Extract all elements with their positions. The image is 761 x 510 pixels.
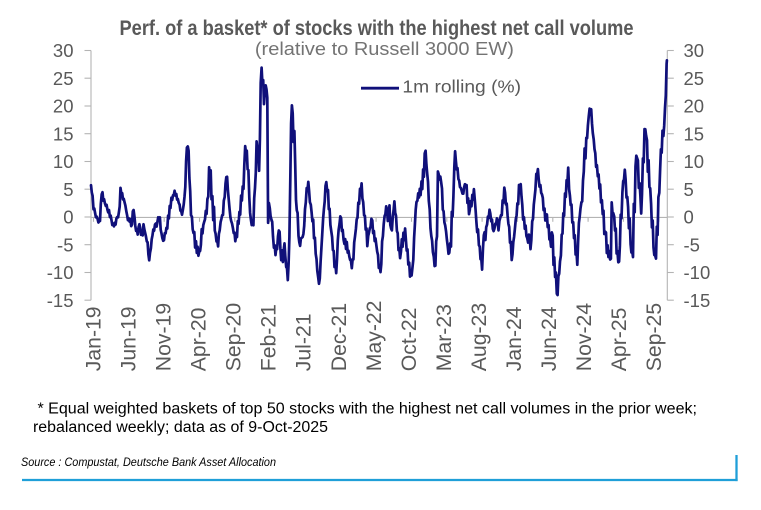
- svg-text:Jan-19: Jan-19: [82, 306, 105, 371]
- svg-text:25: 25: [53, 68, 74, 89]
- svg-text:May-22: May-22: [363, 301, 386, 372]
- svg-text:Jul-21: Jul-21: [293, 313, 316, 371]
- svg-text:-15: -15: [684, 290, 711, 311]
- svg-text:-10: -10: [47, 262, 74, 283]
- svg-text:Jun-24: Jun-24: [538, 306, 561, 371]
- svg-text:rebalanced weekly; data as of: rebalanced weekly; data as of 9-Oct-2025: [33, 419, 328, 436]
- svg-text:Jan-24: Jan-24: [503, 306, 526, 371]
- svg-text:0: 0: [63, 207, 73, 228]
- svg-text:Aug-23: Aug-23: [468, 303, 491, 371]
- svg-text:Perf. of a basket* of stocks w: Perf. of a basket* of stocks with the hi…: [120, 16, 634, 40]
- svg-text:20: 20: [53, 96, 74, 117]
- svg-text:-15: -15: [47, 290, 74, 311]
- svg-text:0: 0: [684, 207, 694, 228]
- svg-text:Mar-23: Mar-23: [433, 304, 456, 371]
- svg-text:Source : Compustat, Deutsche B: Source : Compustat, Deutsche Bank Asset …: [21, 457, 276, 469]
- svg-text:20: 20: [684, 96, 705, 117]
- svg-text:Nov-19: Nov-19: [153, 303, 176, 371]
- svg-text:5: 5: [684, 179, 694, 200]
- svg-text:15: 15: [684, 123, 705, 144]
- svg-text:* Equal weighted baskets of to: * Equal weighted baskets of top 50 stock…: [33, 400, 697, 417]
- svg-text:Jun-19: Jun-19: [117, 306, 140, 371]
- svg-text:1m rolling (%): 1m rolling (%): [402, 77, 521, 97]
- svg-text:Oct-22: Oct-22: [398, 308, 421, 372]
- svg-text:30: 30: [53, 40, 74, 61]
- svg-text:10: 10: [684, 151, 705, 172]
- svg-text:10: 10: [53, 151, 74, 172]
- svg-text:-5: -5: [57, 234, 73, 255]
- svg-text:15: 15: [53, 123, 74, 144]
- svg-text:Apr-25: Apr-25: [608, 308, 631, 372]
- svg-text:Nov-24: Nov-24: [573, 303, 596, 372]
- svg-text:Sep-25: Sep-25: [643, 303, 666, 371]
- svg-text:(relative to Russell 3000 EW): (relative to Russell 3000 EW): [255, 38, 514, 59]
- svg-text:30: 30: [684, 40, 705, 61]
- svg-text:-10: -10: [684, 262, 711, 283]
- svg-text:25: 25: [684, 68, 705, 89]
- svg-text:Apr-20: Apr-20: [188, 308, 211, 372]
- svg-text:Dec-21: Dec-21: [328, 303, 351, 371]
- svg-text:Sep-20: Sep-20: [223, 303, 246, 371]
- svg-text:5: 5: [63, 179, 73, 200]
- svg-text:-5: -5: [684, 234, 700, 255]
- svg-text:Feb-21: Feb-21: [258, 304, 281, 371]
